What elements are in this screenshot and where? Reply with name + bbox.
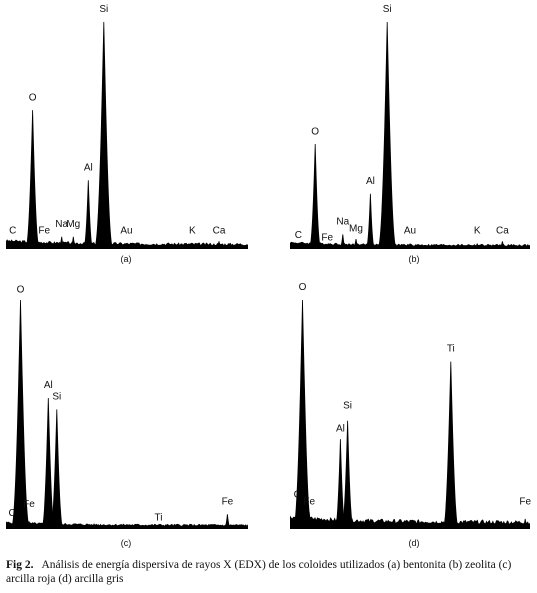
panel-label-c: (c) (121, 538, 132, 548)
peak-label-k: K (474, 226, 481, 237)
peak-label-si: Si (52, 392, 61, 403)
peak-si-b-6 (377, 22, 397, 248)
peak-label-o: O (311, 126, 319, 137)
peak-fe-c-2 (25, 521, 33, 528)
peak-label-al: Al (44, 380, 53, 391)
peak-label-ca: Ca (496, 226, 509, 237)
peak-na-b-3 (339, 234, 347, 248)
peak-label-al: Al (366, 176, 375, 187)
peak-al-c-3 (41, 398, 56, 528)
peak-label-mg: Mg (66, 219, 80, 230)
peak-al-a-5 (83, 180, 94, 248)
peak-al-b-5 (365, 193, 375, 248)
peak-label-si: Si (343, 401, 352, 412)
peak-mg-b-4 (352, 239, 360, 248)
peak-label-fe: Fe (222, 497, 234, 508)
peak-mg-a-4 (69, 236, 77, 248)
peak-fe-c-6 (223, 514, 231, 528)
panel-label-b: (b) (409, 254, 420, 264)
peak-label-fe: Fe (519, 497, 531, 508)
peak-au-b-7 (406, 243, 414, 248)
peak-label-ti: Ti (155, 512, 163, 523)
peak-o-d-1 (292, 300, 313, 528)
panel-label-a: (a) (121, 254, 132, 264)
peak-label-al: Al (84, 162, 93, 173)
figure-caption: Fig 2. Análisis de energía dispersiva de … (6, 558, 534, 586)
peak-fe-a-2 (40, 243, 48, 248)
peak-fe-d-6 (521, 518, 529, 528)
peak-si-c-4 (50, 409, 64, 528)
peak-label-fe: Fe (303, 497, 315, 508)
peak-label-fe: Fe (38, 226, 50, 237)
peak-si-d-4 (341, 420, 354, 528)
peak-au-a-7 (123, 243, 130, 248)
peak-label-si: Si (383, 4, 392, 15)
peak-c-b-0 (294, 245, 302, 248)
peak-ti-c-5 (154, 525, 162, 528)
peak-o-a-1 (25, 110, 40, 248)
peak-o-b-1 (309, 144, 322, 248)
caption-label: Fig 2. (6, 559, 34, 571)
peak-label-o: O (299, 282, 307, 293)
peak-label-mg: Mg (349, 223, 363, 234)
caption-text: Análisis de energía dispersiva de rayos … (6, 559, 512, 585)
peak-label-c: C (9, 226, 16, 237)
peak-label-fe: Fe (23, 499, 35, 510)
peak-label-si: Si (99, 4, 108, 15)
peak-label-ti: Ti (447, 344, 455, 355)
spectrum-background (290, 515, 530, 528)
peak-k-b-8 (473, 243, 481, 248)
peak-c-a-0 (9, 245, 17, 248)
spectrum-background (6, 521, 248, 528)
peak-fe-b-2 (323, 245, 331, 248)
peak-label-au: Au (120, 226, 132, 237)
peak-label-na: Na (55, 219, 68, 230)
peak-label-k: K (189, 226, 196, 237)
panel-label-d: (d) (409, 538, 420, 548)
peak-fe-d-2 (305, 512, 313, 528)
peak-label-na: Na (336, 217, 349, 228)
peak-label-o: O (29, 92, 37, 103)
peak-label-fe: Fe (321, 233, 333, 244)
peak-ti-d-5 (442, 361, 459, 528)
spectrum-background (6, 239, 248, 248)
peak-k-a-8 (188, 243, 196, 248)
peak-al-d-3 (334, 439, 347, 528)
peak-label-ca: Ca (213, 226, 226, 237)
peak-ca-a-9 (215, 241, 223, 248)
peak-si-a-6 (94, 22, 114, 248)
peak-label-o: O (17, 284, 25, 295)
peak-na-a-3 (58, 236, 66, 248)
peak-label-c: C (295, 230, 302, 241)
peak-ca-b-9 (498, 241, 506, 248)
peak-label-au: Au (404, 226, 416, 237)
peak-o-c-1 (10, 300, 31, 528)
peak-label-c: C (8, 508, 15, 519)
peak-label-al: Al (336, 424, 345, 435)
